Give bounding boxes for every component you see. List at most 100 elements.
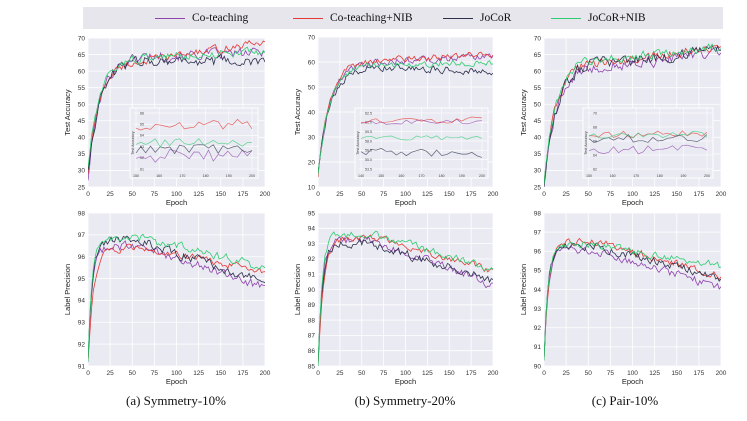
- y-tick-label: 91: [534, 344, 542, 351]
- inset-y-tick-label: 56.5: [365, 149, 372, 153]
- inset-x-tick-label: 170: [633, 174, 639, 178]
- inset-x-tick-label: 200: [249, 174, 255, 178]
- y-tick-label: 97: [534, 229, 542, 236]
- y-tick-label: 30: [308, 134, 316, 141]
- y-tick-label: 92: [78, 341, 86, 348]
- y-tick-label: 45: [534, 118, 542, 125]
- legend-swatch: [293, 17, 323, 19]
- x-tick-label: 150: [671, 191, 682, 198]
- y-tick-label: 93: [78, 320, 86, 327]
- x-tick-label: 50: [585, 191, 593, 198]
- y-tick-label: 60: [534, 68, 542, 75]
- y-tick-label: 50: [534, 102, 542, 109]
- y-tick-label: 60: [308, 59, 316, 66]
- y-tick-label: 30: [534, 168, 542, 175]
- y-tick-label: 87: [308, 333, 316, 340]
- x-tick-label: 0: [316, 370, 320, 377]
- series-line-co-teaching-nib: [544, 45, 721, 181]
- legend-swatch: [155, 17, 185, 19]
- x-tick-label: 50: [129, 191, 137, 198]
- x-tick-label: 75: [607, 191, 615, 198]
- y-axis-label: Label Precision: [293, 264, 302, 315]
- x-tick-label: 150: [671, 370, 682, 377]
- inset-y-tick-label: 68: [593, 125, 597, 129]
- series-line-jocor: [88, 53, 265, 171]
- x-tick-label: 150: [215, 191, 226, 198]
- inset-x-tick-label: 160: [398, 174, 404, 178]
- inset-x-tick-label: 160: [610, 174, 616, 178]
- y-axis-label: Label Precision: [519, 264, 528, 315]
- x-tick-label: 200: [488, 191, 499, 198]
- x-tick-label: 100: [400, 370, 411, 377]
- inset-y-tick-label: 61: [140, 167, 144, 171]
- series-line-jocor-nib: [544, 43, 721, 184]
- inset-y-tick-label: 59.5: [365, 130, 372, 134]
- series-line-jocor: [544, 44, 721, 187]
- series-line-co-teaching: [318, 235, 493, 366]
- inset-series-line: [135, 149, 253, 163]
- x-axis-label: Epoch: [622, 377, 643, 386]
- inset-series-line: [135, 144, 253, 155]
- inset-y-tick-label: 70: [593, 111, 597, 115]
- inset-y-axis-label: Test Accuracy: [584, 131, 588, 155]
- x-axis-label: Epoch: [395, 377, 416, 386]
- inset-y-tick-label: 61.0: [365, 121, 372, 125]
- legend-item-jocor-nib: JoCoR+NIB: [551, 11, 646, 25]
- y-tick-label: 40: [308, 109, 316, 116]
- series-line-co-teaching-nib: [318, 51, 493, 178]
- series-line-jocor-nib: [318, 59, 493, 175]
- x-tick-label: 50: [585, 370, 593, 377]
- x-axis-label: Epoch: [166, 377, 187, 386]
- x-tick-label: 125: [422, 370, 433, 377]
- series-line-jocor: [318, 238, 493, 366]
- y-tick-label: 35: [534, 151, 542, 158]
- series-line-jocor: [88, 235, 265, 362]
- inset-x-tick-label: 190: [459, 174, 465, 178]
- x-tick-label: 25: [107, 191, 115, 198]
- inset-x-tick-label: 190: [680, 174, 686, 178]
- inset-series-line: [135, 118, 253, 131]
- y-tick-label: 95: [534, 268, 542, 275]
- y-tick-label: 20: [308, 159, 316, 166]
- legend-item-co-teaching: Co-teaching: [155, 11, 248, 25]
- y-tick-label: 50: [308, 84, 316, 91]
- legend-swatch: [443, 17, 473, 19]
- x-tick-label: 200: [260, 191, 271, 198]
- x-tick-label: 150: [444, 191, 455, 198]
- series-line-jocor-nib: [318, 230, 493, 366]
- y-tick-label: 95: [308, 210, 316, 217]
- x-tick-label: 125: [422, 191, 433, 198]
- inset-y-tick-label: 66: [140, 111, 144, 115]
- x-tick-label: 0: [316, 191, 320, 198]
- y-tick-label: 92: [308, 256, 316, 263]
- y-tick-label: 25: [534, 184, 542, 191]
- y-tick-label: 60: [78, 68, 86, 75]
- caption-c: (c) Pair-10%: [591, 393, 659, 408]
- y-tick-label: 90: [308, 287, 316, 294]
- inset-y-tick-label: 66: [593, 139, 597, 143]
- series-line-co-teaching-nib: [318, 234, 493, 366]
- x-tick-label: 125: [193, 191, 204, 198]
- series-line-jocor: [318, 63, 493, 173]
- x-tick-label: 25: [336, 370, 344, 377]
- x-tick-label: 175: [237, 191, 248, 198]
- inset-x-tick-label: 150: [586, 174, 592, 178]
- y-tick-label: 97: [78, 232, 86, 239]
- x-tick-label: 25: [107, 370, 115, 377]
- inset-y-axis-label: Test Accuracy: [356, 131, 360, 155]
- x-tick-label: 100: [627, 191, 638, 198]
- x-tick-label: 75: [607, 370, 615, 377]
- y-tick-label: 93: [308, 241, 316, 248]
- x-tick-label: 25: [336, 191, 344, 198]
- inset-series-line: [135, 138, 253, 148]
- y-tick-label: 95: [78, 276, 86, 283]
- y-tick-label: 55: [78, 85, 86, 92]
- y-tick-label: 96: [78, 254, 86, 261]
- legend-label: JoCoR: [480, 12, 512, 24]
- y-tick-label: 10: [308, 184, 316, 191]
- x-tick-label: 150: [444, 370, 455, 377]
- x-tick-label: 75: [380, 191, 388, 198]
- x-tick-label: 100: [171, 191, 182, 198]
- x-tick-label: 25: [563, 370, 571, 377]
- y-axis-label: Test Accuracy: [519, 89, 528, 136]
